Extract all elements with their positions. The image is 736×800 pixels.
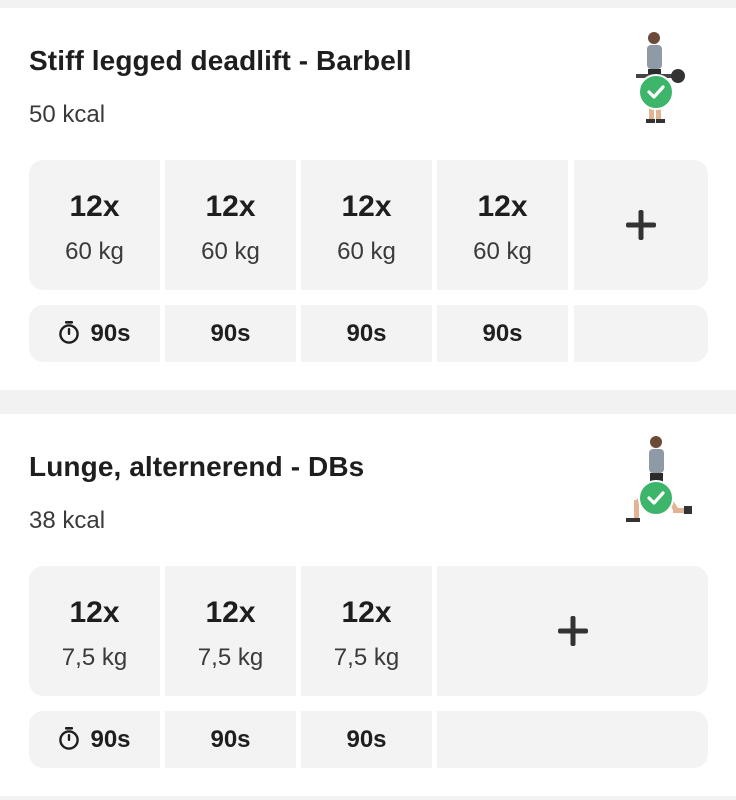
- set-reps: 12x: [205, 596, 256, 629]
- rest-cell[interactable]: 90s: [437, 305, 568, 362]
- exercise-kcal: 50 kcal: [29, 101, 106, 128]
- set-cell[interactable]: 12x 7,5 kg: [29, 566, 160, 696]
- set-reps: 12x: [341, 190, 392, 223]
- add-set-button[interactable]: [437, 566, 708, 696]
- add-set-button[interactable]: [574, 160, 708, 290]
- rest-label: 90s: [29, 726, 160, 754]
- rest-duration: 90s: [346, 320, 387, 347]
- rest-duration: 90s: [482, 320, 523, 347]
- rest-cell[interactable]: 90s: [301, 305, 432, 362]
- set-cell[interactable]: 12x 7,5 kg: [301, 566, 432, 696]
- set-weight: 60 kg: [337, 238, 396, 265]
- exercise-card: Lunge, alternerend - DBs 38 kcal 12x 7,5…: [0, 414, 736, 796]
- completed-checkmark-icon: [638, 74, 674, 110]
- set-reps: 12x: [69, 596, 120, 629]
- set-cell[interactable]: 12x 60 kg: [437, 160, 568, 290]
- rest-label: 90s: [29, 320, 160, 348]
- exercise-kcal: 38 kcal: [29, 507, 106, 534]
- set-weight: 60 kg: [201, 238, 260, 265]
- set-reps: 12x: [477, 190, 528, 223]
- completed-checkmark-icon: [638, 480, 674, 516]
- timer-icon: [59, 727, 80, 750]
- set-reps: 12x: [205, 190, 256, 223]
- set-weight: 60 kg: [473, 238, 532, 265]
- rest-row: 90s 90s 90s 90s: [29, 305, 708, 362]
- set-weight: 7,5 kg: [197, 644, 264, 671]
- rest-cell[interactable]: 90s: [29, 305, 160, 362]
- rest-cell[interactable]: 90s: [301, 711, 432, 768]
- rest-duration: 90s: [210, 726, 251, 753]
- timer-icon: [59, 321, 80, 344]
- exercise-title[interactable]: Lunge, alternerend - DBs: [29, 451, 365, 482]
- rest-duration: 90s: [90, 320, 131, 347]
- set-reps: 12x: [341, 596, 392, 629]
- rest-cell-empty: [574, 305, 708, 362]
- rest-duration: 90s: [90, 726, 131, 753]
- set-cell[interactable]: 12x 60 kg: [301, 160, 432, 290]
- sets-row: 12x 60 kg 12x 60 kg 12x 60 kg 12x 60 kg: [29, 160, 708, 290]
- exercise-thumbnail[interactable]: [612, 430, 712, 540]
- plus-icon: [626, 210, 656, 240]
- rest-cell-empty: [437, 711, 708, 768]
- rest-cell[interactable]: 90s: [165, 305, 296, 362]
- set-weight: 60 kg: [65, 238, 124, 265]
- plus-icon: [557, 616, 588, 646]
- set-weight: 7,5 kg: [333, 644, 400, 671]
- exercise-title[interactable]: Stiff legged deadlift - Barbell: [29, 45, 412, 76]
- set-cell[interactable]: 12x 7,5 kg: [165, 566, 296, 696]
- set-weight: 7,5 kg: [61, 644, 128, 671]
- rest-row: 90s 90s 90s: [29, 711, 708, 768]
- exercise-card: Stiff legged deadlift - Barbell 50 kcal …: [0, 8, 736, 390]
- set-cell[interactable]: 12x 60 kg: [29, 160, 160, 290]
- set-cell[interactable]: 12x 60 kg: [165, 160, 296, 290]
- set-reps: 12x: [69, 190, 120, 223]
- sets-row: 12x 7,5 kg 12x 7,5 kg 12x 7,5 kg: [29, 566, 708, 696]
- rest-duration: 90s: [346, 726, 387, 753]
- exercise-thumbnail[interactable]: [612, 24, 712, 134]
- rest-cell[interactable]: 90s: [165, 711, 296, 768]
- rest-duration: 90s: [210, 320, 251, 347]
- rest-cell[interactable]: 90s: [29, 711, 160, 768]
